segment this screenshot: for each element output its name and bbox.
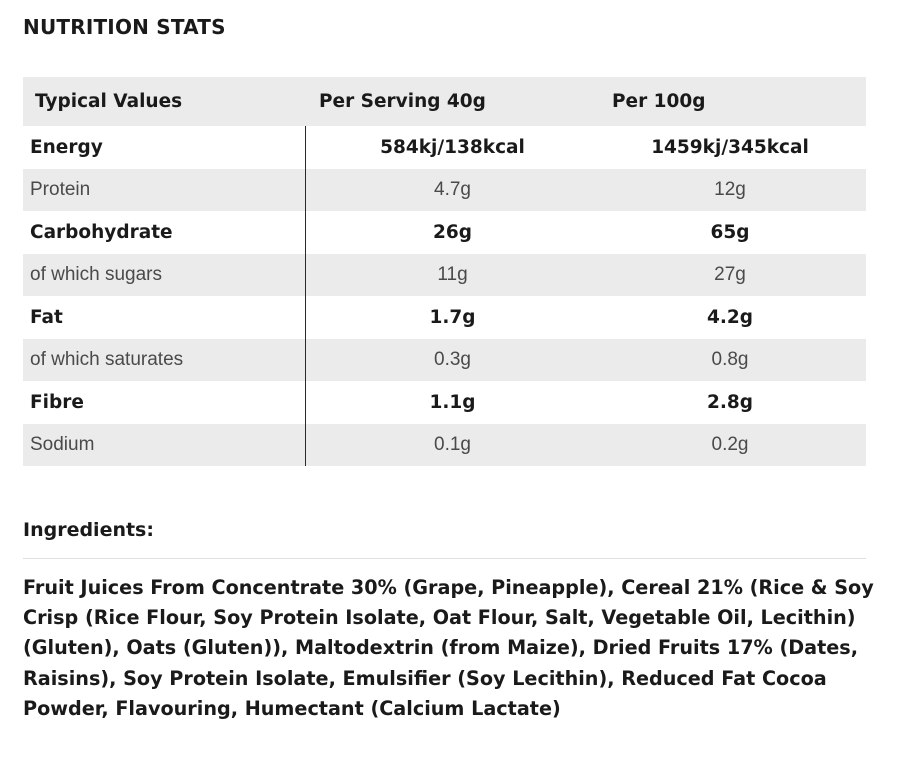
ingredients-list: Fruit Juices From Concentrate 30% (Grape… [23,576,874,720]
nutrition-table: Typical Values Per Serving 40g Per 100g … [23,77,866,466]
header-per-serving: Per Serving 40g [319,91,486,112]
row-per-serving-value: 1.7g [429,306,476,328]
row-label: Sodium [23,423,306,466]
table-row-carbohydrate: Carbohydrate 26g 65g [23,211,866,254]
table-header-row: Typical Values Per Serving 40g Per 100g [23,77,866,126]
section-divider [23,558,866,559]
table-row-fat: Fat 1.7g 4.2g [23,296,866,339]
row-per-serving-value: 4.7g [434,178,471,200]
row-per-100g-value: 12g [714,178,746,200]
row-label: of which sugars [23,253,306,296]
row-label: Energy [23,126,306,169]
row-per-100g-value: 27g [714,263,746,285]
header-typical-values: Typical Values [35,91,183,112]
page-title: NUTRITION STATS [23,15,226,39]
row-per-100g-value: 0.2g [711,433,749,455]
row-per-serving-value: 1.1g [429,391,476,413]
row-per-100g-value: 1459kj/345kcal [651,136,809,158]
row-label: Protein [23,168,306,211]
table-row-sodium: Sodium 0.1g 0.2g [23,423,866,466]
row-per-100g-value: 0.8g [711,348,749,370]
ingredients-heading: Ingredients: [23,519,154,541]
table-row-protein: Protein 4.7g 12g [23,168,866,211]
row-label: of which saturates [23,338,306,381]
row-per-100g-value: 4.2g [706,306,753,328]
table-row-saturates: of which saturates 0.3g 0.8g [23,338,866,381]
table-row-sugars: of which sugars 11g 27g [23,253,866,296]
row-per-serving-value: 584kj/138kcal [380,136,525,158]
row-per-serving-value: 0.1g [434,433,471,455]
row-label: Fibre [23,381,306,424]
header-per-100g: Per 100g [612,91,706,112]
row-per-serving-value: 11g [437,263,468,285]
row-per-serving-value: 0.3g [434,348,471,370]
row-per-100g-value: 65g [710,221,750,243]
row-per-100g-value: 2.8g [706,391,753,413]
row-label: Carbohydrate [23,211,306,254]
table-row-fibre: Fibre 1.1g 2.8g [23,381,866,424]
table-row-energy: Energy 584kj/138kcal 1459kj/345kcal [23,126,866,169]
row-label: Fat [23,296,306,339]
row-per-serving-value: 26g [433,221,472,243]
